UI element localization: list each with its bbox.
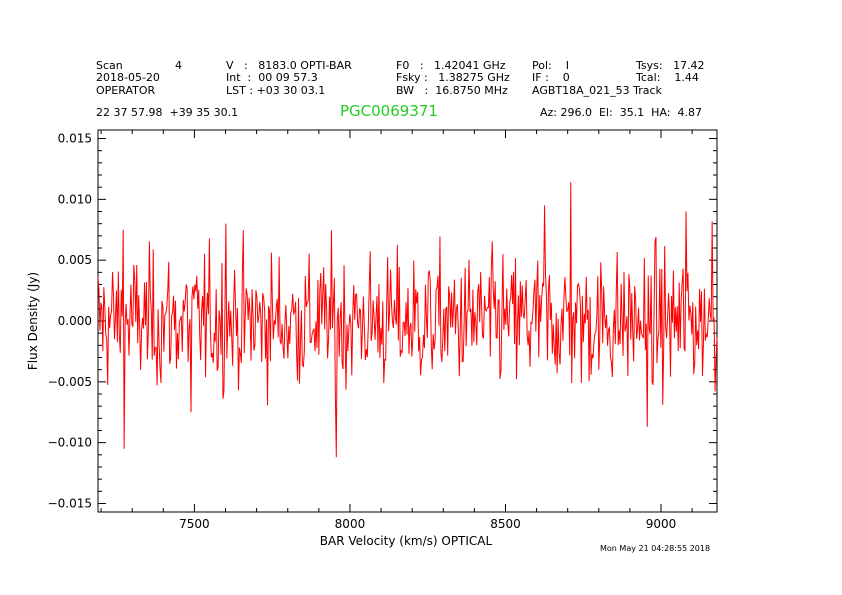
x-tick-label: 7500 (179, 517, 210, 531)
x-tick-label: 8500 (490, 517, 521, 531)
header-scan-number: 4 (175, 59, 182, 72)
header-bw: BW : 16.8750 MHz (396, 84, 508, 97)
source-name: PGC0069371 (340, 102, 438, 120)
header-project: AGBT18A_021_53 Track (532, 84, 662, 97)
y-tick-label: 0.000 (58, 314, 92, 328)
x-tick-label: 9000 (646, 517, 677, 531)
header-pol: Pol: I (532, 59, 569, 72)
header-fsky: Fsky : 1.38275 GHz (396, 71, 510, 84)
y-tick-label: −0.010 (48, 436, 92, 450)
header-pointing: Az: 296.0 El: 35.1 HA: 4.87 (540, 106, 702, 119)
header-lst: LST : +03 30 03.1 (226, 84, 326, 97)
header-velocity: V : 8183.0 OPTI-BAR (226, 59, 352, 72)
y-tick-label: 0.005 (58, 253, 92, 267)
x-tick-label: 8000 (335, 517, 366, 531)
timestamp: Mon May 21 04:28:55 2018 (600, 544, 711, 553)
y-tick-label: −0.005 (48, 375, 92, 389)
spectrum-line (97, 182, 718, 458)
y-axis-label: Flux Density (Jy) (26, 272, 40, 370)
header-if: IF : 0 (532, 71, 570, 84)
header-scan-label: Scan (96, 59, 123, 72)
header-date: 2018-05-20 (96, 71, 160, 84)
header-integration: Int : 00 09 57.3 (226, 71, 318, 84)
header-coordinates: 22 37 57.98 +39 35 30.1 (96, 106, 239, 119)
x-axis-label: BAR Velocity (km/s) OPTICAL (320, 534, 493, 548)
header-tsys: Tsys: 17.42 (636, 59, 705, 72)
header-operator: OPERATOR (96, 84, 156, 97)
header-tcal: Tcal: 1.44 (636, 71, 699, 84)
header-f0: F0 : 1.42041 GHz (396, 59, 506, 72)
y-tick-label: 0.010 (58, 192, 92, 206)
y-tick-label: 0.015 (58, 132, 92, 146)
y-tick-label: −0.015 (48, 496, 92, 510)
